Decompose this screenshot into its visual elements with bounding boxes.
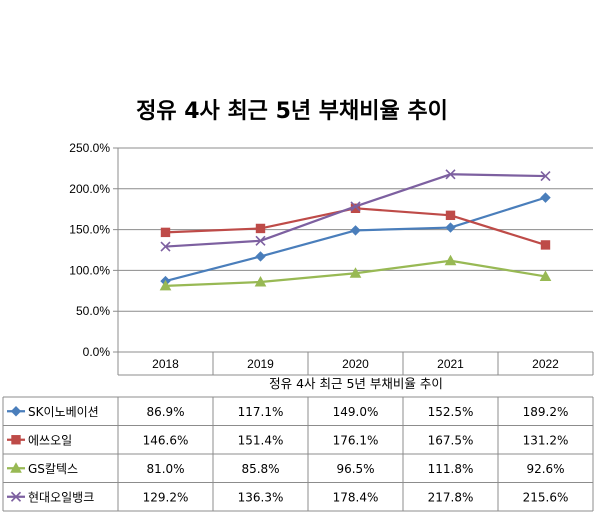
table-cell: 111.8% xyxy=(428,462,474,476)
data-point xyxy=(540,171,551,182)
series-4 xyxy=(160,169,551,252)
gridlines xyxy=(113,147,593,353)
table-cell: 146.6% xyxy=(143,433,189,447)
table-cell: 117.1% xyxy=(238,405,284,419)
legend-label: 현대오일뱅크 xyxy=(28,490,94,504)
data-point xyxy=(540,192,551,203)
table-cell: 81.0% xyxy=(146,462,184,476)
x-axis-title: 정유 4사 최근 5년 부채비율 추이 xyxy=(269,376,443,391)
table-cell: 129.2% xyxy=(143,490,189,504)
x-tick-label: 2021 xyxy=(437,357,464,371)
legend-marker xyxy=(10,462,22,473)
table-cell: 136.3% xyxy=(238,490,284,504)
table-cell: 178.4% xyxy=(333,490,379,504)
table-cell: 92.6% xyxy=(526,462,564,476)
data-point xyxy=(254,275,267,287)
series-1 xyxy=(160,192,551,287)
data-point xyxy=(349,267,362,278)
legend-marker xyxy=(10,406,22,417)
legend-entry: SK이노베이션 xyxy=(7,405,99,419)
y-tick-label: 150.0% xyxy=(69,223,110,237)
data-point xyxy=(540,240,551,250)
table-cell: 96.5% xyxy=(336,462,374,476)
data-point xyxy=(160,227,171,238)
data-point xyxy=(445,210,456,221)
y-tick-label: 250.0% xyxy=(69,141,110,155)
table-cell: 149.0% xyxy=(333,405,379,419)
table-cell: 189.2% xyxy=(523,405,569,419)
data-point xyxy=(350,225,361,236)
y-tick-label: 100.0% xyxy=(69,263,110,277)
y-tick-label: 50.0% xyxy=(76,304,110,318)
chart-title: 정유 4사 최근 5년 부채비율 추이 xyxy=(136,99,448,124)
table-cell: 131.2% xyxy=(523,433,569,447)
y-axis-ticks: 0.0% 50.0% 100.0% 150.0% 200.0% 250.0% xyxy=(69,141,110,359)
data-point xyxy=(255,223,266,234)
x-tick-label: 2019 xyxy=(247,357,274,371)
data-point xyxy=(255,235,266,246)
data-point xyxy=(160,241,171,252)
table-cell: 86.9% xyxy=(146,405,184,419)
legend-entry: GS칼텍스 xyxy=(7,462,78,476)
x-tick-label: 2018 xyxy=(152,357,179,371)
legend-label: 에쓰오일 xyxy=(28,433,72,447)
table-cell: 176.1% xyxy=(333,433,379,447)
data-table: SK이노베이션 86.9% 117.1% 149.0% 152.5% 189.2% 에쓰오일… xyxy=(2,352,594,512)
data-point xyxy=(445,169,456,180)
series-2 xyxy=(160,203,551,250)
legend-entry: 에쓰오일 xyxy=(7,433,72,447)
table-cell: 151.4% xyxy=(238,433,284,447)
data-point xyxy=(350,201,361,212)
data-point xyxy=(159,279,172,291)
table-cell: 167.5% xyxy=(428,433,474,447)
series-3 xyxy=(159,254,552,291)
legend-label: GS칼텍스 xyxy=(28,462,78,476)
table-cell: 152.5% xyxy=(428,405,474,419)
legend-label: SK이노베이션 xyxy=(28,405,99,419)
legend-marker xyxy=(11,435,21,445)
table-cell: 217.8% xyxy=(428,490,474,504)
data-point xyxy=(444,254,457,266)
legend-entry: 현대오일뱅크 xyxy=(7,490,94,504)
data-point xyxy=(539,270,552,281)
data-point xyxy=(255,251,266,262)
legend-marker xyxy=(10,491,22,502)
y-tick-label: 0.0% xyxy=(83,345,111,359)
x-tick-label: 2020 xyxy=(342,357,369,371)
y-tick-label: 200.0% xyxy=(69,182,110,196)
series-lines xyxy=(159,169,552,291)
table-cell: 85.8% xyxy=(241,462,279,476)
table-cell: 215.6% xyxy=(523,490,569,504)
x-tick-label: 2022 xyxy=(532,357,559,371)
data-point xyxy=(445,222,456,233)
x-axis-ticks: 2018 2019 2020 2021 2022 xyxy=(152,357,559,371)
